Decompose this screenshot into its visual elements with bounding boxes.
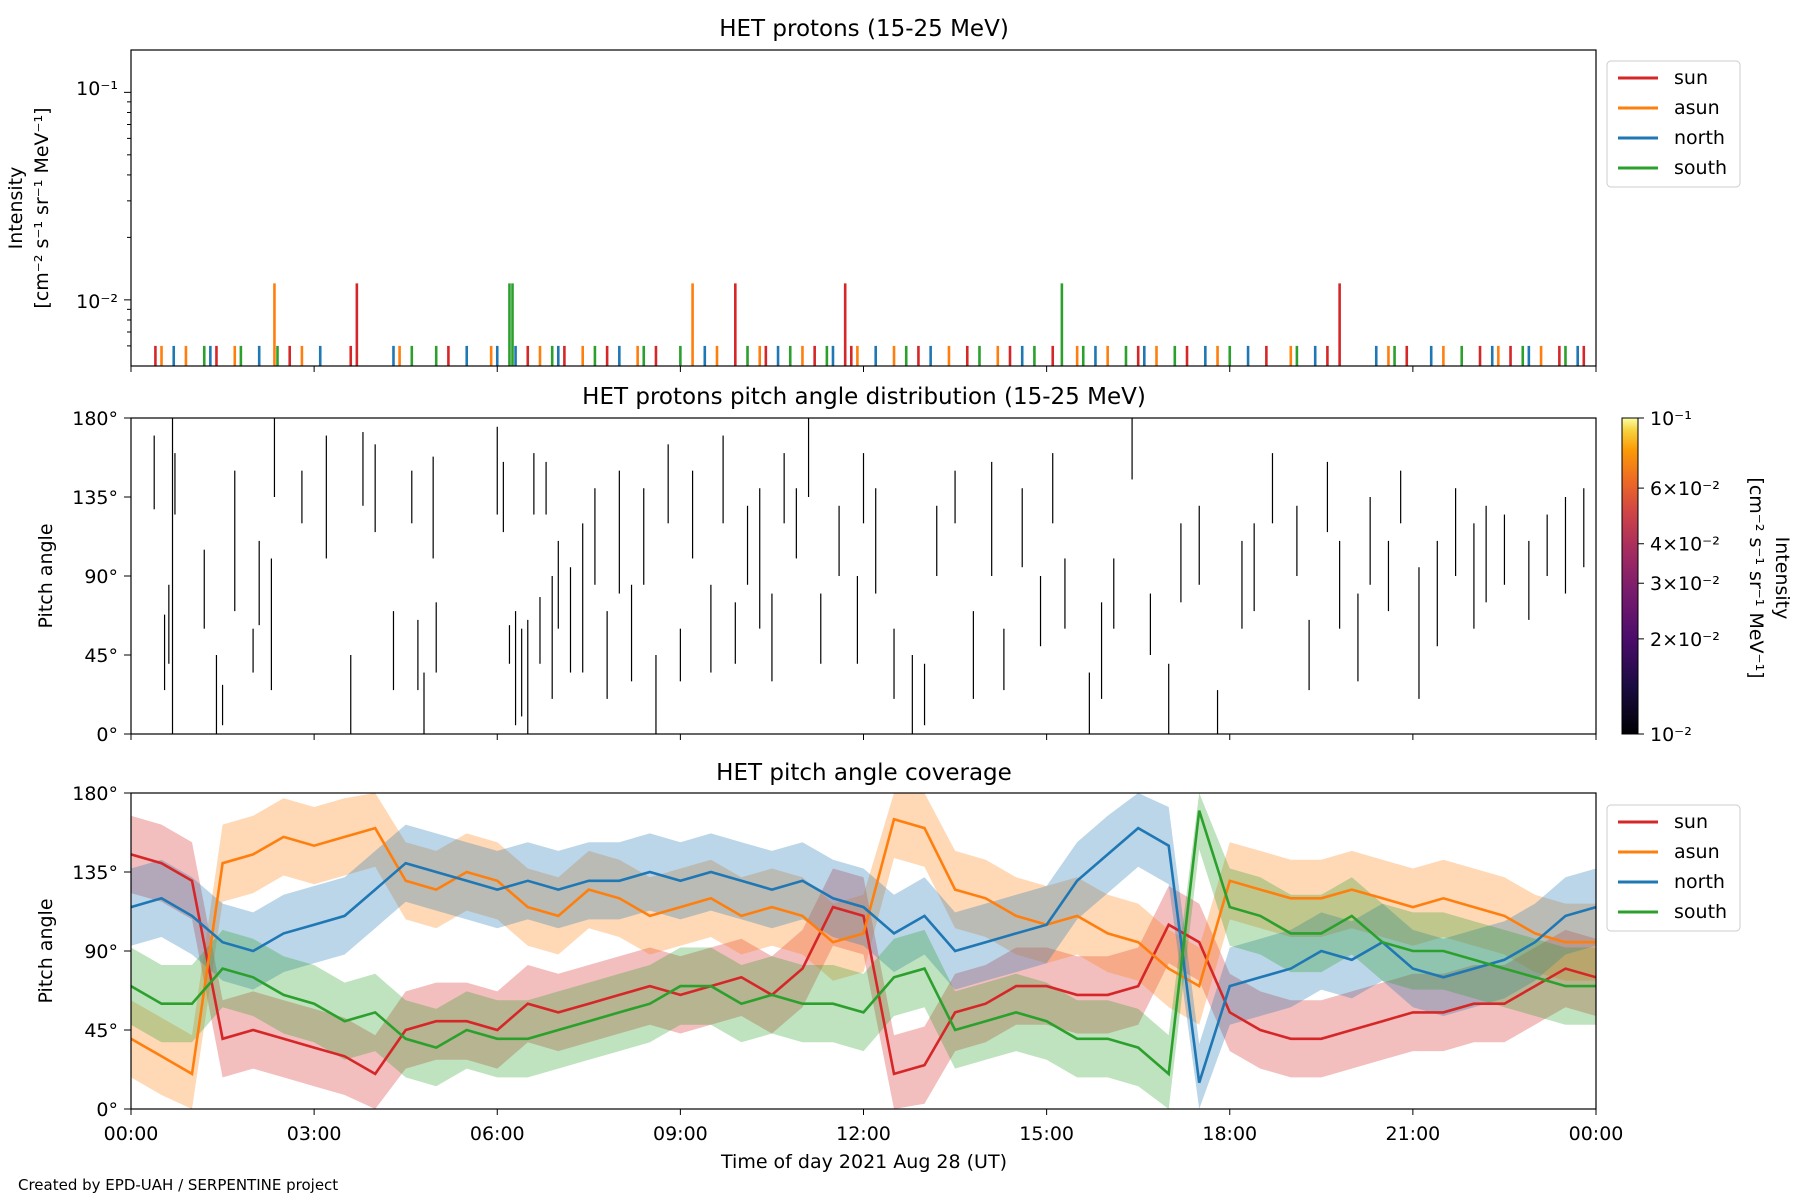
colorbar-label-line1: Intensity: [1771, 537, 1793, 620]
x-tick-label: 21:00: [1385, 1123, 1440, 1145]
intensity-spikes: [154, 283, 1586, 366]
coverage-line-sun: [131, 853, 1596, 1076]
coverage-line-north: [131, 826, 1596, 1084]
intensity-y-tick-label: 10⁻²: [76, 291, 118, 313]
colorbar-tick-label: 10⁻¹: [1650, 408, 1692, 430]
x-axis-label: Time of day 2021 Aug 28 (UT): [720, 1151, 1007, 1173]
coverage-band-asun: [131, 793, 1596, 1109]
coverage-line-south: [131, 810, 1596, 1077]
legend-label-asun: asun: [1674, 97, 1720, 119]
intensity-y-tick-label: 10⁻¹: [76, 78, 118, 100]
colorbar-tick-label: 10⁻²: [1650, 724, 1692, 746]
colorbar-tick-label: 4×10⁻²: [1650, 534, 1720, 556]
coverage-legend: sun asun north south: [1606, 804, 1741, 932]
pitch-y-tick-label: 135°: [72, 487, 118, 509]
intensity-y-label-line2: [cm⁻² s⁻¹ sr⁻¹ MeV⁻¹]: [31, 107, 53, 308]
coverage-y-ticks: 0° 45° 90° 135° 180°: [72, 783, 131, 1121]
legend-label-sun: sun: [1674, 67, 1708, 89]
colorbar-tick-label: 6×10⁻²: [1650, 478, 1720, 500]
coverage-legend-box: [1606, 804, 1741, 932]
x-tick-label: 00:00: [1569, 1123, 1624, 1145]
intensity-legend-box: [1606, 60, 1741, 188]
coverage-line-asun: [131, 817, 1596, 1076]
x-tick-label: 00:00: [104, 1123, 159, 1145]
distribution-segments: [153, 418, 1585, 734]
distribution-panel-title: HET protons pitch angle distribution (15…: [582, 384, 1146, 410]
intensity-panel-title: HET protons (15-25 MeV): [719, 16, 1009, 42]
x-tick-label: 12:00: [836, 1123, 891, 1145]
legend-label-sun: sun: [1674, 811, 1708, 833]
intensity-y-ticks: 10⁻¹ 10⁻²: [76, 78, 131, 347]
legend-label-south: south: [1674, 901, 1727, 923]
legend-label-north: north: [1674, 871, 1725, 893]
colorbar-label-line2: [cm⁻² s⁻¹ sr⁻¹ MeV⁻¹]: [1745, 477, 1767, 678]
distribution-y-ticks: 0° 45° 90° 135° 180°: [72, 408, 131, 746]
intensity-legend: sun asun north south: [1606, 60, 1741, 188]
intensity-axes-frame: [130, 49, 1597, 367]
pitch-y-tick-label: 45°: [84, 645, 118, 667]
legend-label-north: north: [1674, 127, 1725, 149]
pitch-y-tick-label: 90°: [84, 941, 118, 963]
colorbar: [1621, 417, 1639, 735]
legend-label-south: south: [1674, 157, 1727, 179]
pitch-y-tick-label: 180°: [72, 783, 118, 805]
coverage-band-north: [131, 793, 1596, 1109]
x-tick-label: 09:00: [653, 1123, 708, 1145]
coverage-panel-title: HET pitch angle coverage: [716, 760, 1012, 786]
distribution-y-label: Pitch angle: [35, 523, 57, 628]
colorbar-tick-label: 2×10⁻²: [1650, 629, 1720, 651]
legend-label-asun: asun: [1674, 841, 1720, 863]
intensity-y-label-line1: Intensity: [5, 167, 27, 250]
x-tick-label: 03:00: [287, 1123, 342, 1145]
x-tick-label: 15:00: [1019, 1123, 1074, 1145]
x-tick-label: 06:00: [470, 1123, 525, 1145]
colorbar-ticks: 10⁻¹ 6×10⁻² 4×10⁻² 3×10⁻² 2×10⁻² 10⁻²: [1638, 408, 1720, 746]
pitch-y-tick-label: 135°: [72, 862, 118, 884]
intensity-panel: HET protons (15-25 MeV) 10⁻¹ 10⁻² Intens…: [5, 16, 1741, 367]
pitch-y-tick-label: 45°: [84, 1020, 118, 1042]
x-tick-labels: 00:00 03:00 06:00 09:00 12:00 15:00 18:00 21:00…: [104, 1123, 1624, 1145]
pitch-angle-distribution-panel: HET protons pitch angle distribution (15…: [35, 384, 1793, 746]
credit-text: Created by EPD-UAH / SERPENTINE project: [18, 1176, 338, 1194]
coverage-band-sun: [131, 815, 1596, 1109]
pitch-y-tick-label: 180°: [72, 408, 118, 430]
coverage-y-label: Pitch angle: [35, 898, 57, 1003]
x-tick-label: 18:00: [1202, 1123, 1257, 1145]
pitch-y-tick-label: 0°: [96, 1099, 118, 1121]
colorbar-tick-label: 3×10⁻²: [1650, 573, 1720, 595]
pitch-angle-coverage-panel: HET pitch angle coverage 0° 45° 90° 135° 180…: [35, 760, 1741, 1173]
pitch-y-tick-label: 90°: [84, 566, 118, 588]
coverage-lines: [131, 793, 1596, 1109]
pitch-y-tick-label: 0°: [96, 724, 118, 746]
